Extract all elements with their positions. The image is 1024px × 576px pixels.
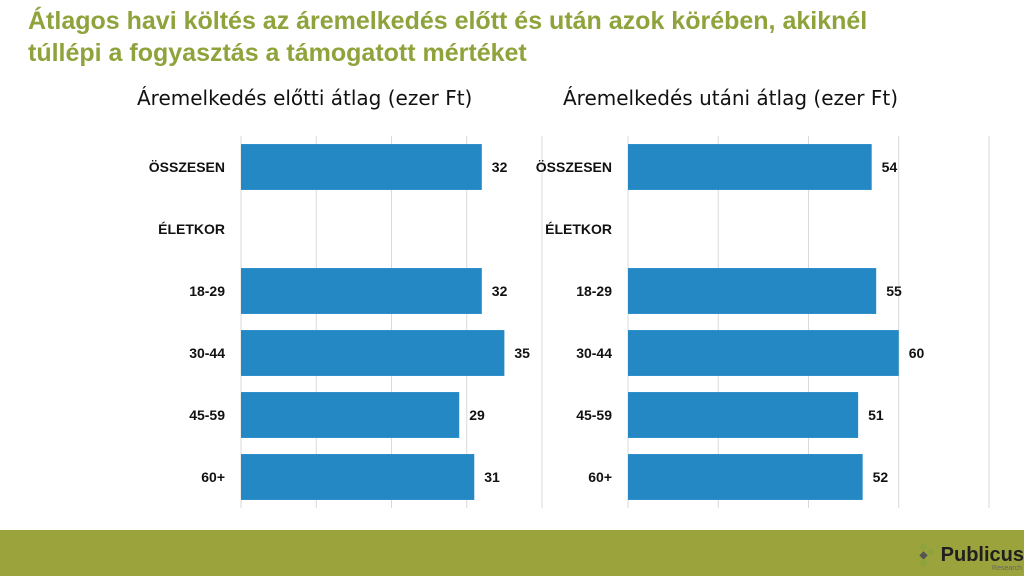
category-label: 45-59 xyxy=(576,407,612,423)
logo-name: Publicus xyxy=(940,544,1024,566)
page-title: Átlagos havi költés az áremelkedés előtt… xyxy=(28,7,868,67)
bar xyxy=(241,144,482,190)
data-label: 29 xyxy=(469,407,485,423)
bar xyxy=(241,330,505,376)
category-label: 45-59 xyxy=(189,407,225,423)
category-label: 30-44 xyxy=(576,345,612,361)
bar xyxy=(628,454,863,500)
publicus-logo: Publicus Research xyxy=(918,538,1024,572)
category-label: ÖSSZESEN xyxy=(536,159,612,175)
data-label: 55 xyxy=(886,283,902,299)
left-chart-title: Áremelkedés előtti átlag (ezer Ft) xyxy=(137,86,473,110)
category-label: ÉLETKOR xyxy=(158,221,225,237)
category-label: 18-29 xyxy=(189,283,225,299)
category-label: 60+ xyxy=(201,469,225,485)
data-label: 32 xyxy=(492,159,508,175)
data-label: 51 xyxy=(868,407,884,423)
bar xyxy=(628,268,877,314)
bar xyxy=(628,144,872,190)
category-label: 60+ xyxy=(588,469,612,485)
publicus-logo-icon xyxy=(919,542,936,568)
right-chart-title: Áremelkedés utáni átlag (ezer Ft) xyxy=(563,86,899,110)
bar xyxy=(628,392,859,438)
data-label: 31 xyxy=(484,469,500,485)
category-label: 30-44 xyxy=(189,345,225,361)
footer-bar xyxy=(0,530,1024,576)
category-label: ÖSSZESEN xyxy=(149,159,225,175)
data-label: 60 xyxy=(909,345,925,361)
data-label: 32 xyxy=(492,283,508,299)
data-label: 35 xyxy=(514,345,530,361)
category-label: ÉLETKOR xyxy=(545,221,612,237)
bar xyxy=(241,454,475,500)
bar xyxy=(241,392,460,438)
data-label: 54 xyxy=(882,159,898,175)
category-label: 18-29 xyxy=(576,283,612,299)
data-label: 52 xyxy=(873,469,889,485)
bar xyxy=(241,268,482,314)
bar xyxy=(628,330,899,376)
logo-subtitle: Research xyxy=(992,565,1022,572)
